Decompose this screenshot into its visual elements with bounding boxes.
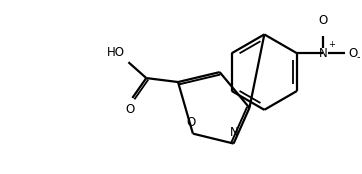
Text: N: N	[319, 47, 327, 60]
Text: O: O	[126, 103, 135, 116]
Text: +: +	[328, 40, 334, 49]
Text: -: -	[357, 52, 360, 62]
Text: O: O	[349, 47, 358, 60]
Text: O: O	[318, 14, 327, 27]
Text: N: N	[230, 126, 239, 139]
Text: O: O	[186, 116, 195, 129]
Text: HO: HO	[106, 46, 125, 59]
